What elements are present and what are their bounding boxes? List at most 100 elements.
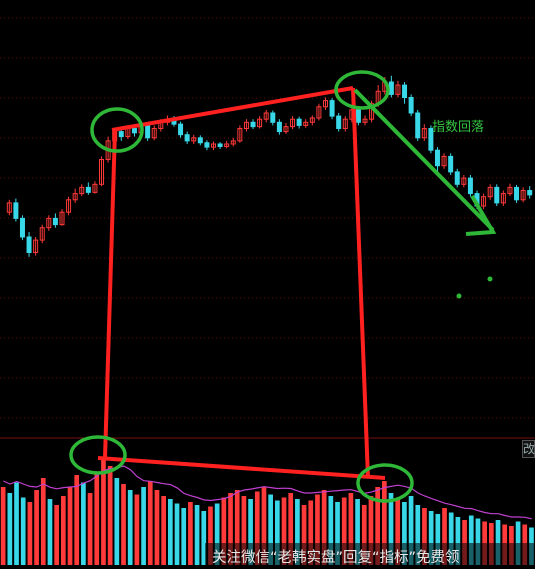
volume-bar [234,490,240,565]
candle-body [46,217,52,229]
candle-body [342,118,348,129]
grid-lines [0,17,535,439]
candle-body [191,137,197,142]
volume-bar [221,497,227,565]
candle-body [487,186,493,198]
volume-bar [241,496,247,565]
candle-body [79,186,85,195]
decline-arrow-shaft [353,88,495,232]
candle-body [507,186,513,195]
candle-body [415,112,421,139]
volume-bar [121,484,126,565]
candle-body [33,239,39,254]
volume-bar [254,491,260,565]
candle-body [131,128,137,134]
volume-bar [388,493,394,565]
volume-circle-left [69,435,127,475]
volume-bar [81,482,86,565]
volume-bar [361,505,367,565]
candle-body [296,118,302,126]
volume-bar [248,499,253,565]
volume-decline-line [97,456,386,480]
volume-bar [141,487,146,565]
volume-bar [208,506,213,565]
candle-body [290,118,296,128]
candle-body [243,121,249,130]
candle-body [527,190,533,196]
volume-bar [355,499,360,565]
volume-bar [381,481,387,565]
volume-bar [415,505,421,565]
candle-body [263,112,269,120]
volume-bar [0,487,6,565]
volume-bar [408,496,414,565]
volume-bar [181,508,187,565]
candle-body [454,171,460,185]
volume-bar [375,487,380,565]
candle-body [237,128,243,142]
green-dot [456,293,462,299]
candle-body [362,118,368,123]
volume-bar [341,497,347,565]
watermark-background [205,543,535,569]
candle-body [204,142,210,148]
volume-bar [402,502,407,565]
candle-body [19,217,25,238]
volume-bar [147,481,153,565]
candle-body [467,177,473,195]
volume-bar [261,487,267,565]
volume-bar [395,499,401,565]
candle-body [217,143,223,147]
decline-arrow-head [465,194,497,236]
volume-bar [154,490,160,565]
candle-body [494,186,500,204]
candle-body [270,112,276,123]
candle-body [197,137,203,144]
volume-bar [435,514,441,565]
candle-body [461,177,467,185]
volume-bar [167,499,173,565]
candle-body [520,190,526,201]
volume-bar [455,517,461,565]
edge-button[interactable]: 改 [522,440,535,458]
candle-body [52,217,58,226]
right-vertical-line [351,87,370,479]
volume-bar [194,505,200,565]
candle-body [250,121,256,128]
candle-body [39,227,45,241]
volume-bar [315,494,320,565]
candle-body [441,155,447,167]
watermark-text: 关注微信“老韩实盘”回复“指标”免费领 [212,550,460,566]
candle-body [421,128,427,139]
candle-body [72,193,78,201]
candle-body [448,155,454,173]
candle-body [329,100,335,117]
volume-bar [442,508,447,565]
volume-ma-line [3,465,532,520]
volume-bar [20,497,26,565]
volume-bar [288,493,294,565]
candle-body [395,84,401,95]
candle-body [66,199,72,213]
volume-bar [188,502,193,565]
candle-body [309,117,315,123]
candle-body [211,143,217,148]
candle-body [151,128,157,139]
candle-body [276,121,282,133]
candle-body [178,123,184,136]
volume-bar [161,496,166,565]
volume-bar [94,472,100,565]
volume-bar [74,475,80,565]
candle-body [408,97,414,114]
candle-body [322,100,328,108]
volume-bar [368,496,374,565]
volume-bar [428,511,434,565]
volume-bar [422,508,427,565]
volume-bar [67,487,73,565]
volume-bar [462,520,467,565]
volume-bar [201,511,207,565]
candle-body [224,143,230,147]
volume-bar [174,503,180,565]
candle-body [92,183,98,193]
volume-bar [47,499,53,565]
